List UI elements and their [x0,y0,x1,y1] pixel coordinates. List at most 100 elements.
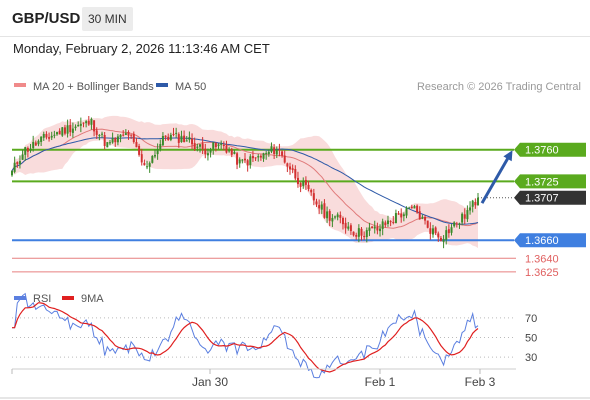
candle-body [334,216,337,218]
timeframe-button[interactable]: 30 MIN [82,7,133,31]
candle-body [371,226,374,229]
candle-body [302,180,305,187]
candle-body [442,238,445,242]
candle-body [389,221,392,223]
candle-body [175,132,178,134]
candle-body [421,216,424,219]
candle-body [249,156,252,166]
candle-body [45,133,48,138]
rsi-tick-label: 30 [525,352,537,364]
candle-body [244,158,246,161]
timestamp: Monday, February 2, 2026 11:13:46 AM CET [13,41,270,56]
candle-body [209,150,212,153]
x-tick-label: Feb 3 [465,375,496,389]
candle-body [106,142,109,148]
candle-body [111,138,114,143]
candle-body [34,142,37,146]
candle-body [18,161,21,164]
rsi-ma-line [12,302,479,373]
candle-body [453,222,456,227]
candle-body [11,170,13,176]
rsi-tick-label: 70 [525,313,537,325]
candle-body [344,222,347,229]
candle-body [450,227,453,233]
candle-body [363,236,366,238]
candle-body [103,135,106,146]
candle-body [331,217,334,222]
candle-body [188,137,191,140]
candle-body [431,228,434,235]
candle-body [461,213,464,223]
candle-body [368,227,371,231]
candle-body [281,151,284,156]
candle-body [220,143,223,145]
candle-body [26,147,29,152]
candle-body [204,148,207,155]
candle-body [265,152,268,154]
candle-body [373,226,376,229]
candle-body [410,206,413,209]
candle-body [21,154,24,160]
candle-body [53,134,56,136]
candle-body [191,138,194,145]
candle-body [143,162,146,166]
candle-body [310,189,313,193]
candle-body [95,130,98,135]
candle-body [193,143,196,150]
candle-body [270,146,273,152]
candle-body [437,233,440,238]
candle-body [326,211,329,219]
candle-body [69,124,72,133]
candle-body [424,216,427,221]
candle-body [360,228,363,236]
candle-body [339,214,342,218]
candle-body [66,125,69,134]
candle-body [74,126,77,128]
candle-body [212,142,215,149]
candle-body [29,148,32,151]
candle-body [37,140,40,145]
title-bar: GBP/USD 30 MIN [0,0,590,36]
legend-swatch-ma20 [14,83,26,87]
candle-body [185,140,188,142]
candle-body [296,177,299,185]
candle-body [347,226,350,229]
candle-body [82,122,85,124]
candle-body [132,133,135,143]
candle-body [122,134,125,136]
candle-body [477,197,479,206]
candle-body [251,156,254,159]
candle-body [386,220,389,224]
candle-body [336,214,339,218]
candle-body [275,149,278,155]
candle-body [458,223,461,225]
candle-body [394,213,397,224]
candle-body [42,133,45,138]
candle-body [48,137,51,139]
candle-body [79,123,82,126]
price-tag-label: 1.3725 [525,176,559,188]
rsi-tick-label: 50 [525,333,537,345]
candle-body [127,131,130,136]
candle-body [241,159,244,161]
candle-body [13,162,16,172]
candle-body [257,156,260,158]
candle-body [198,144,201,147]
candle-body [180,135,183,143]
candle-body [418,211,421,220]
candle-body [357,228,360,237]
candle-body [77,124,80,127]
x-tick-label: Feb 1 [365,375,396,389]
candle-body [161,135,164,146]
candle-body [140,154,143,163]
candle-body [323,203,326,218]
candle-body [413,206,416,209]
candle-body [61,127,64,136]
candle-body [228,150,231,152]
price-tag-last [514,190,586,205]
candle-body [408,207,411,209]
candle-body [429,228,432,234]
candle-body [63,127,66,134]
candle-body [85,121,88,124]
candle-body [426,220,429,228]
